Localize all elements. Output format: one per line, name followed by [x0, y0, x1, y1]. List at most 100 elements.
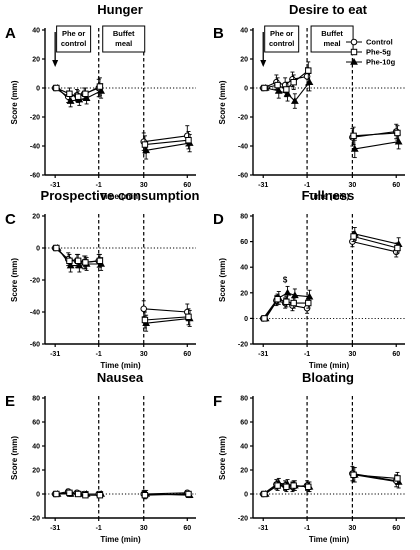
data-point	[394, 137, 403, 145]
series-line-post	[143, 492, 188, 495]
x-tick-label: -1	[96, 351, 102, 358]
series-phe-5g	[53, 244, 192, 329]
y-tick-label: -20	[30, 516, 40, 523]
data-point	[290, 482, 297, 489]
data-point	[274, 296, 281, 303]
y-tick-label: -20	[238, 115, 248, 122]
x-tick-label: 60	[183, 525, 191, 532]
y-tick-label: 40	[240, 444, 248, 451]
data-point	[274, 81, 281, 89]
panel-title: Prospective consumption	[41, 188, 200, 203]
data-point	[350, 132, 357, 140]
series-control	[51, 244, 191, 321]
x-tick-label: 30	[140, 182, 148, 189]
data-point	[394, 475, 401, 482]
buffet-box-line1: Buffet	[113, 29, 135, 38]
legend-label: Phe-10g	[366, 58, 396, 67]
data-point	[53, 84, 60, 92]
data-point	[74, 93, 82, 100]
x-axis-label: Time (min)	[309, 361, 350, 370]
data-point	[185, 313, 192, 321]
x-tick-label: 30	[140, 351, 148, 358]
y-tick-label: 0	[244, 492, 248, 499]
data-point	[261, 84, 268, 92]
y-tick-label: 0	[36, 246, 40, 253]
data-point	[66, 97, 75, 104]
data-point	[66, 489, 73, 497]
y-tick-label: 0	[36, 86, 40, 93]
data-point	[283, 483, 290, 491]
y-tick-label: 20	[32, 214, 40, 221]
x-tick-label: -31	[258, 351, 268, 358]
y-tick-label: -60	[238, 173, 248, 180]
series-line-post	[144, 493, 189, 496]
data-point	[82, 259, 89, 266]
phe-box	[56, 25, 92, 53]
y-tick-label: 60	[32, 420, 40, 427]
data-point	[350, 471, 357, 479]
y-tick-label: 40	[32, 444, 40, 451]
phe-box	[264, 25, 300, 53]
panel-c: C Prospective consumption 20 0 -20 -40 -60 -31 -…	[5, 188, 200, 370]
panel-letter: A	[5, 25, 16, 42]
data-point	[185, 137, 192, 144]
y-tick-label: 80	[32, 396, 40, 403]
phe-box-line2: control	[269, 39, 294, 48]
series-phe-10g	[261, 227, 403, 322]
panel-title: Desire to eat	[289, 2, 368, 17]
data-point	[283, 86, 290, 93]
data-point	[141, 141, 149, 148]
x-tick-label: 60	[392, 351, 400, 358]
series-phe-5g	[53, 77, 192, 154]
phe-box-line1: Phe or	[270, 29, 293, 38]
dose-arrow-head	[260, 60, 267, 67]
series-line-post	[353, 235, 398, 249]
legend-label: Control	[366, 38, 393, 47]
y-tick-label: 40	[240, 265, 248, 272]
x-tick-label: -1	[304, 351, 310, 358]
y-tick-label: -60	[30, 173, 40, 180]
y-tick-label: -40	[30, 310, 40, 317]
data-point	[74, 257, 82, 265]
y-axis-label: Score (mm)	[218, 436, 227, 480]
x-tick-label: -1	[96, 182, 102, 189]
series-phe-10g	[261, 467, 403, 497]
panel-letter: D	[213, 211, 224, 228]
series-line-post	[354, 233, 399, 245]
x-axis-label: Time (min)	[100, 535, 141, 544]
y-axis-label: Score (mm)	[10, 436, 19, 480]
series-line-post	[352, 241, 397, 253]
data-point	[290, 299, 297, 307]
x-tick-label: -1	[304, 182, 310, 189]
x-tick-label: -1	[96, 525, 102, 532]
data-point	[274, 482, 281, 489]
x-tick-label: 30	[348, 525, 356, 532]
x-tick-label: 60	[392, 182, 400, 189]
data-point	[66, 90, 73, 97]
x-tick-label: -31	[258, 182, 268, 189]
data-point	[283, 298, 290, 305]
y-tick-label: 0	[36, 492, 40, 499]
data-point	[350, 233, 357, 240]
x-tick-label: -31	[50, 351, 60, 358]
y-tick-label: 20	[240, 468, 248, 475]
series-line-post	[143, 308, 188, 313]
panel-e: E Nausea 80 60 40 20 0 -20 -31 -1 30 60 Time (min) Sc…	[5, 370, 196, 544]
panel-d: D Fullness 80 60 40 20 0 -20 -31 -1 30 60 Time (min)…	[213, 188, 405, 370]
y-tick-label: 80	[240, 396, 248, 403]
y-tick-label: -40	[238, 144, 248, 151]
data-point	[305, 67, 312, 74]
data-point	[350, 144, 359, 152]
series-control	[51, 78, 191, 151]
data-point	[96, 83, 104, 90]
data-point	[290, 79, 297, 86]
y-axis-label: Score (mm)	[10, 258, 19, 302]
panel-a: A Hunger 40 20 0 -20 -40 -60 -31 -1 30 60 Time (min)…	[5, 2, 196, 201]
y-tick-label: 40	[32, 28, 40, 35]
y-tick-label: 0	[244, 316, 248, 323]
x-axis-label: Time (min)	[100, 192, 141, 201]
series-control	[259, 236, 400, 322]
buffet-box-line1: Buffet	[321, 29, 343, 38]
y-tick-label: -20	[238, 342, 248, 349]
